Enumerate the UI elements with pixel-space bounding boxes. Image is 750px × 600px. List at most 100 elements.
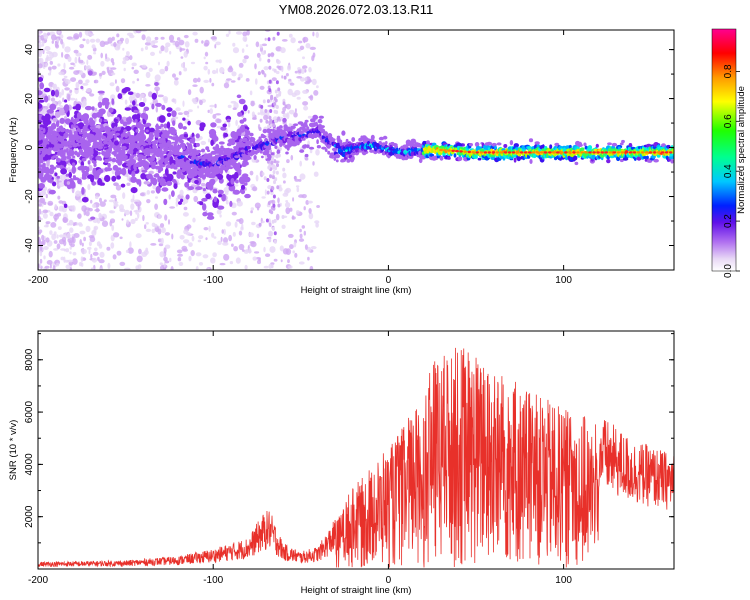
spectrogram-cell xyxy=(112,61,115,66)
spectrogram-cell xyxy=(291,215,295,220)
spectrogram-cell xyxy=(184,173,188,179)
spectrogram-cell xyxy=(138,248,142,255)
spectrogram-cell xyxy=(670,159,674,164)
spectrogram-cell xyxy=(54,89,60,98)
spectrogram-cell xyxy=(160,45,165,52)
spectrogram-cell xyxy=(82,170,89,177)
spectrogram-cell xyxy=(52,181,57,187)
spectrogram-cell xyxy=(187,89,192,96)
spectrogram-cell xyxy=(174,77,179,81)
spectrogram-cell xyxy=(52,84,56,89)
spectrogram-cell xyxy=(232,189,241,195)
spectrogram-cell xyxy=(73,233,80,238)
spectrogram-cell xyxy=(258,127,262,131)
spectrogram-cell xyxy=(43,246,49,250)
spectrogram-cell xyxy=(83,118,89,125)
spectrogram-cell xyxy=(195,156,200,161)
spectrogram-cell xyxy=(85,210,90,217)
spectrogram-cell xyxy=(190,148,195,153)
spectrogram-cell xyxy=(66,181,71,185)
spectrogram-cell xyxy=(596,151,600,154)
spectrogram-cell xyxy=(61,89,65,96)
spectrogram-cell xyxy=(183,206,188,211)
spectrogram-ytick-label: -40 xyxy=(24,238,35,253)
spectrogram-cell xyxy=(256,206,260,211)
spectrogram-cell xyxy=(237,77,241,81)
spectrogram-cell xyxy=(88,139,94,143)
spectrogram-cell xyxy=(116,250,122,256)
spectrogram-cell xyxy=(164,232,170,236)
spectrogram-cell xyxy=(105,126,111,131)
spectrogram-cell xyxy=(106,158,113,162)
spectrogram-cell xyxy=(58,239,65,245)
spectrogram-cell xyxy=(153,146,158,151)
spectrogram-cell xyxy=(172,120,176,126)
spectrogram-cell xyxy=(249,170,254,176)
spectrogram-cell xyxy=(58,99,62,107)
spectrogram-cell xyxy=(112,254,117,260)
spectrogram-cell xyxy=(40,133,46,138)
snr-xtick-label: 0 xyxy=(386,575,392,586)
spectrogram-cell xyxy=(85,88,91,93)
spectrogram-cell xyxy=(115,85,120,93)
spectrogram-cell xyxy=(303,230,306,236)
spectrogram-cell xyxy=(640,151,645,154)
spectrogram-cell xyxy=(283,75,287,80)
spectrogram-cell xyxy=(135,265,140,270)
spectrogram-cell xyxy=(302,56,305,60)
spectrogram-cell xyxy=(157,94,164,98)
spectrogram-cell xyxy=(412,140,417,144)
spectrogram-cell xyxy=(175,136,181,141)
spectrogram-cell xyxy=(271,77,277,82)
spectrogram-cell xyxy=(324,148,328,153)
spectrogram-cell xyxy=(129,149,134,155)
spectrogram-xtick-label: 100 xyxy=(555,275,572,286)
spectrogram-cell xyxy=(209,155,213,159)
spectrogram-cell xyxy=(49,263,52,269)
spectrogram-cell xyxy=(98,72,103,77)
spectrogram-cell xyxy=(95,38,101,43)
spectrogram-cell xyxy=(187,186,195,191)
spectrogram-cell xyxy=(273,231,277,236)
spectrogram-cell xyxy=(87,70,93,76)
spectrogram-cell xyxy=(223,237,228,244)
spectrogram-cell xyxy=(150,51,155,57)
spectrogram-cell xyxy=(205,193,212,200)
spectrogram-cell xyxy=(69,148,73,154)
spectrogram-cell xyxy=(213,196,218,203)
spectrogram-cell xyxy=(136,255,143,263)
spectrogram-cell xyxy=(140,112,147,119)
spectrogram-cell xyxy=(210,139,214,146)
spectrogram-cell xyxy=(92,203,97,208)
spectrogram-cell xyxy=(306,126,310,131)
spectrogram-cell xyxy=(66,36,73,40)
spectrogram-cell xyxy=(144,147,150,152)
spectrogram-cell xyxy=(69,251,72,255)
spectrogram-cell xyxy=(268,115,272,120)
spectrogram-cell xyxy=(124,99,128,105)
spectrogram-cell xyxy=(240,189,246,195)
spectrogram-cell xyxy=(266,99,270,104)
spectrogram-cell xyxy=(50,97,56,102)
spectrogram-cell xyxy=(228,122,231,128)
spectrogram-cell xyxy=(39,82,45,90)
spectrogram-cell xyxy=(294,252,298,258)
spectrogram-cell xyxy=(474,154,478,159)
spectrogram-ytick-label: 0 xyxy=(24,144,35,150)
spectrogram-cell xyxy=(246,30,250,36)
spectrogram-ytick-label: 40 xyxy=(24,44,35,56)
spectrogram-cell xyxy=(163,262,166,268)
spectrogram-cell xyxy=(97,256,100,262)
spectrogram-cell xyxy=(270,22,273,26)
spectrogram-cell xyxy=(49,138,52,143)
spectrogram-cell xyxy=(268,13,271,17)
spectrogram-cell xyxy=(210,122,217,128)
spectrogram-cell xyxy=(139,123,145,132)
spectrogram-cell xyxy=(285,207,291,215)
spectrogram-cell xyxy=(539,151,544,154)
spectrogram-cell xyxy=(182,100,185,107)
spectrogram-cell xyxy=(220,126,227,131)
spectrogram-cell xyxy=(73,125,79,128)
spectrogram-cell xyxy=(326,138,329,141)
spectrogram-cell xyxy=(222,242,229,246)
